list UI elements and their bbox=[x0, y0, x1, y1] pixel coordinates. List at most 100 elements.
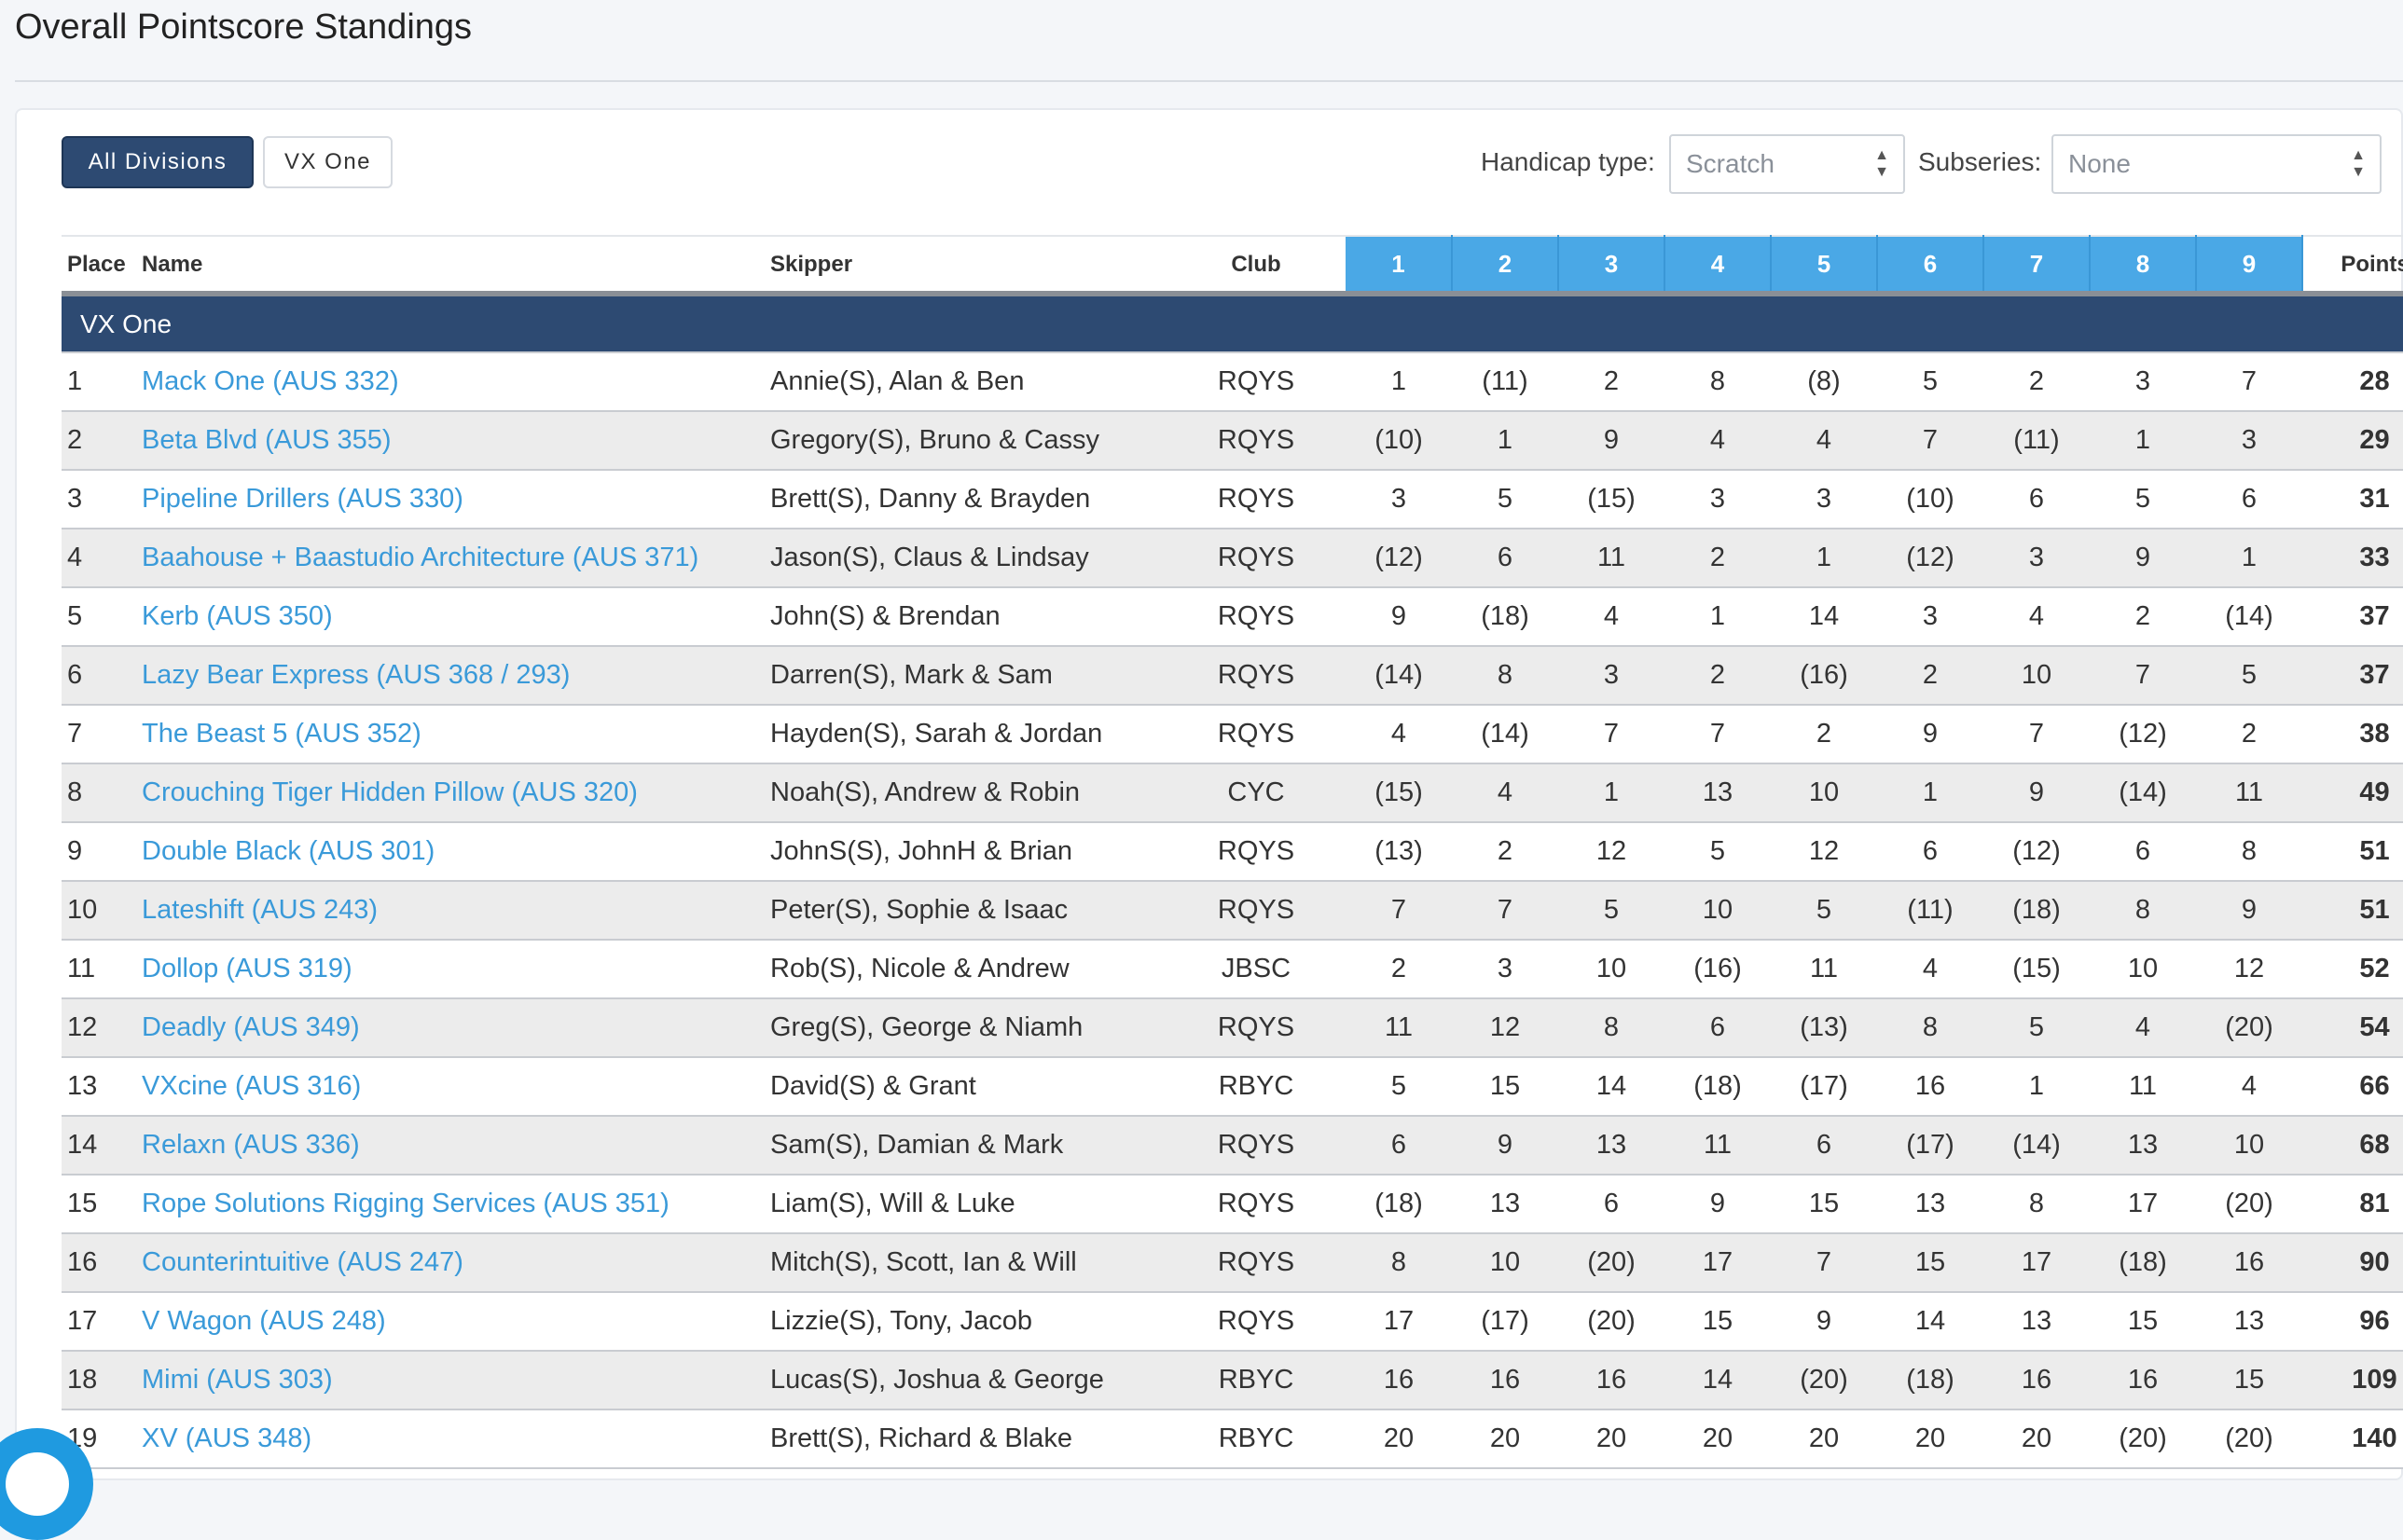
race-result-cell: 16 bbox=[1452, 1351, 1558, 1410]
skipper-cell: Brett(S), Richard & Blake bbox=[765, 1409, 1167, 1469]
race-result-cell: 1 bbox=[2090, 411, 2196, 471]
boat-name-cell: Relaxn (AUS 336) bbox=[136, 1116, 765, 1176]
place-header[interactable]: Place bbox=[62, 235, 136, 296]
boat-link[interactable]: XV (AUS 348) bbox=[142, 1423, 312, 1453]
race-result-cell: (18) bbox=[1664, 1057, 1771, 1117]
skipper-cell: Sam(S), Damian & Mark bbox=[765, 1116, 1167, 1176]
place-cell: 17 bbox=[62, 1292, 136, 1352]
race-result-cell: 5 bbox=[2196, 646, 2302, 706]
race-result-cell: 17 bbox=[1664, 1233, 1771, 1293]
handicap-type-value: Scratch bbox=[1686, 149, 1775, 178]
race-result-cell: (18) bbox=[1983, 881, 2090, 941]
subseries-select[interactable]: None ▲ ▼ bbox=[2051, 134, 2382, 194]
race-result-cell: 12 bbox=[1558, 822, 1664, 882]
club-cell: CYC bbox=[1167, 763, 1346, 823]
boat-link[interactable]: Beta Blvd (AUS 355) bbox=[142, 425, 392, 455]
points-cell: 52 bbox=[2302, 940, 2403, 999]
boat-link[interactable]: Baahouse + Baastudio Architecture (AUS 3… bbox=[142, 543, 699, 572]
boat-link[interactable]: Crouching Tiger Hidden Pillow (AUS 320) bbox=[142, 777, 638, 807]
boat-link[interactable]: Kerb (AUS 350) bbox=[142, 601, 333, 631]
boat-link[interactable]: Pipeline Drillers (AUS 330) bbox=[142, 484, 463, 514]
vx-one-division-button[interactable]: VX One bbox=[263, 136, 393, 188]
table-row: 13 VXcine (AUS 316) David(S) & Grant RBYC 5 1… bbox=[62, 1057, 2403, 1117]
race-result-cell: 8 bbox=[1664, 352, 1771, 412]
boat-link[interactable]: Double Black (AUS 301) bbox=[142, 836, 435, 866]
table-row: 17 V Wagon (AUS 248) Lizzie(S), Tony, Jaco… bbox=[62, 1292, 2403, 1352]
points-cell: 96 bbox=[2302, 1292, 2403, 1352]
race-header-9[interactable]: 9 bbox=[2196, 235, 2303, 296]
race-result-cell: 6 bbox=[2196, 470, 2302, 529]
race-header-3[interactable]: 3 bbox=[1558, 235, 1665, 296]
boat-name-cell: Mack One (AUS 332) bbox=[136, 352, 765, 412]
race-result-cell: 16 bbox=[2196, 1233, 2302, 1293]
boat-name-cell: Rope Solutions Rigging Services (AUS 351… bbox=[136, 1175, 765, 1234]
club-cell: RQYS bbox=[1167, 470, 1346, 529]
points-cell: 51 bbox=[2302, 881, 2403, 941]
race-result-cell: 20 bbox=[1664, 1409, 1771, 1469]
race-header-8[interactable]: 8 bbox=[2090, 235, 2197, 296]
division-group-label: VX One bbox=[62, 294, 2403, 353]
race-header-6[interactable]: 6 bbox=[1877, 235, 1984, 296]
race-header-5[interactable]: 5 bbox=[1771, 235, 1878, 296]
table-row: 11 Dollop (AUS 319) Rob(S), Nicole & Andre… bbox=[62, 940, 2403, 999]
race-result-cell: 15 bbox=[1664, 1292, 1771, 1352]
boat-link[interactable]: Rope Solutions Rigging Services (AUS 351… bbox=[142, 1189, 670, 1218]
skipper-cell: Lizzie(S), Tony, Jacob bbox=[765, 1292, 1167, 1352]
skipper-cell: Liam(S), Will & Luke bbox=[765, 1175, 1167, 1234]
race-result-cell: 9 bbox=[1452, 1116, 1558, 1176]
boat-link[interactable]: Mimi (AUS 303) bbox=[142, 1365, 333, 1395]
race-result-cell: 2 bbox=[1664, 529, 1771, 588]
skipper-header[interactable]: Skipper bbox=[765, 235, 1167, 296]
skipper-cell: Noah(S), Andrew & Robin bbox=[765, 763, 1167, 823]
club-header[interactable]: Club bbox=[1167, 235, 1346, 296]
race-result-cell: 1 bbox=[1983, 1057, 2090, 1117]
boat-name-cell: Lateshift (AUS 243) bbox=[136, 881, 765, 941]
race-header-4[interactable]: 4 bbox=[1664, 235, 1772, 296]
table-row: 18 Mimi (AUS 303) Lucas(S), Joshua & Georg… bbox=[62, 1351, 2403, 1410]
race-result-cell: 14 bbox=[1664, 1351, 1771, 1410]
boat-link[interactable]: Counterintuitive (AUS 247) bbox=[142, 1247, 463, 1277]
place-cell: 4 bbox=[62, 529, 136, 588]
all-divisions-button[interactable]: All Divisions bbox=[62, 136, 254, 188]
boat-name-cell: Deadly (AUS 349) bbox=[136, 998, 765, 1058]
race-result-cell: (20) bbox=[1558, 1292, 1664, 1352]
skipper-cell: Rob(S), Nicole & Andrew bbox=[765, 940, 1167, 999]
race-header-1[interactable]: 1 bbox=[1346, 235, 1453, 296]
boat-link[interactable]: Dollop (AUS 319) bbox=[142, 954, 352, 983]
race-result-cell: 16 bbox=[1558, 1351, 1664, 1410]
boat-link[interactable]: Deadly (AUS 349) bbox=[142, 1012, 360, 1042]
boat-link[interactable]: Mack One (AUS 332) bbox=[142, 366, 399, 396]
race-result-cell: (14) bbox=[1983, 1116, 2090, 1176]
table-row: 2 Beta Blvd (AUS 355) Gregory(S), Bruno & … bbox=[62, 411, 2403, 471]
name-header[interactable]: Name bbox=[136, 235, 765, 296]
race-header-2[interactable]: 2 bbox=[1452, 235, 1559, 296]
skipper-cell: Annie(S), Alan & Ben bbox=[765, 352, 1167, 412]
race-result-cell: (20) bbox=[2196, 998, 2302, 1058]
race-result-cell: 13 bbox=[2090, 1116, 2196, 1176]
points-cell: 51 bbox=[2302, 822, 2403, 882]
boat-link[interactable]: Lateshift (AUS 243) bbox=[142, 895, 379, 925]
race-result-cell: 10 bbox=[2196, 1116, 2302, 1176]
boat-link[interactable]: Lazy Bear Express (AUS 368 / 293) bbox=[142, 660, 571, 690]
boat-link[interactable]: VXcine (AUS 316) bbox=[142, 1071, 362, 1101]
boat-link[interactable]: The Beast 5 (AUS 352) bbox=[142, 719, 421, 749]
race-result-cell: 20 bbox=[1346, 1409, 1452, 1469]
race-result-cell: 11 bbox=[2196, 763, 2302, 823]
race-header-7[interactable]: 7 bbox=[1983, 235, 2091, 296]
race-result-cell: 13 bbox=[1452, 1175, 1558, 1234]
table-row: 5 Kerb (AUS 350) John(S) & Brendan RQYS 9 (18… bbox=[62, 587, 2403, 647]
race-result-cell: 3 bbox=[1558, 646, 1664, 706]
place-cell: 3 bbox=[62, 470, 136, 529]
race-result-cell: 16 bbox=[1346, 1351, 1452, 1410]
race-result-cell: 13 bbox=[1558, 1116, 1664, 1176]
race-result-cell: (15) bbox=[1558, 470, 1664, 529]
race-result-cell: (17) bbox=[1877, 1116, 1983, 1176]
skipper-cell: Hayden(S), Sarah & Jordan bbox=[765, 705, 1167, 764]
race-result-cell: 1 bbox=[2196, 529, 2302, 588]
points-header[interactable]: Points bbox=[2302, 235, 2403, 296]
boat-link[interactable]: V Wagon (AUS 248) bbox=[142, 1306, 386, 1336]
handicap-type-select[interactable]: Scratch ▲ ▼ bbox=[1669, 134, 1905, 194]
race-result-cell: 5 bbox=[1558, 881, 1664, 941]
race-result-cell: 6 bbox=[1664, 998, 1771, 1058]
boat-link[interactable]: Relaxn (AUS 336) bbox=[142, 1130, 360, 1160]
